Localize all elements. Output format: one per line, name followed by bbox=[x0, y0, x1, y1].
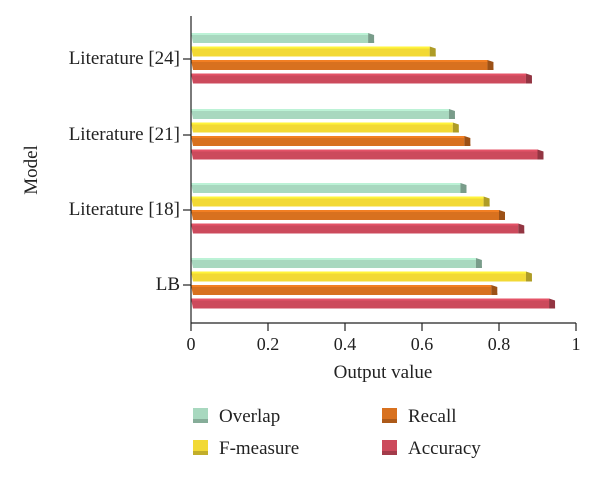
category-label: LB bbox=[156, 274, 180, 295]
legend-item: Overlap bbox=[193, 406, 280, 427]
bar-end-cap bbox=[491, 285, 498, 295]
bar-highlight bbox=[191, 223, 519, 226]
bar-highlight bbox=[191, 258, 476, 260]
bar-highlight bbox=[191, 60, 488, 62]
bar-face bbox=[191, 60, 488, 70]
legend-item: Accuracy bbox=[382, 438, 481, 459]
bar-end-cap bbox=[452, 122, 459, 133]
legend-label: Overlap bbox=[219, 406, 280, 427]
bar-face bbox=[191, 285, 492, 295]
bar-face bbox=[191, 46, 430, 57]
bar-highlight bbox=[191, 109, 449, 111]
bar-end-cap bbox=[475, 258, 482, 268]
x-ticks: 0 0.2 0.4 0.6 0.8 1 bbox=[187, 323, 581, 354]
legend-item: Recall bbox=[382, 406, 457, 427]
bar bbox=[191, 183, 467, 193]
bar-highlight bbox=[191, 183, 461, 185]
bar-highlight bbox=[191, 285, 492, 287]
legend-swatch-shade bbox=[193, 451, 208, 455]
bar bbox=[191, 136, 471, 146]
bar-end-cap bbox=[549, 298, 556, 309]
x-axis-title: Output value bbox=[334, 362, 433, 383]
legend-label: F-measure bbox=[219, 438, 299, 459]
bar-face bbox=[191, 73, 526, 84]
bar bbox=[191, 285, 498, 295]
bar-end-cap bbox=[368, 33, 375, 43]
bar-end-cap bbox=[464, 136, 471, 146]
legend-label: Accuracy bbox=[408, 438, 481, 459]
bar-highlight bbox=[191, 33, 369, 35]
bar bbox=[191, 149, 544, 160]
bar-end-cap bbox=[537, 149, 544, 160]
bar bbox=[191, 109, 455, 119]
bar-end-cap bbox=[525, 73, 532, 84]
bars-layer bbox=[191, 33, 556, 309]
bar-highlight bbox=[191, 196, 484, 199]
bar-face bbox=[191, 33, 369, 43]
bar-face bbox=[191, 223, 519, 234]
bar-face bbox=[191, 136, 465, 146]
x-tick-label: 0.8 bbox=[488, 334, 511, 354]
bar-face bbox=[191, 271, 526, 282]
category-label: Literature [24] bbox=[69, 48, 180, 69]
x-tick-label: 0.6 bbox=[411, 334, 434, 354]
bar-highlight bbox=[191, 136, 465, 138]
bar bbox=[191, 73, 532, 84]
bar-face bbox=[191, 122, 453, 133]
bar bbox=[191, 271, 532, 282]
legend-swatch-shade bbox=[382, 451, 397, 455]
y-ticks: Literature [24] Literature [21] Literature… bbox=[69, 48, 191, 295]
bar-highlight bbox=[191, 122, 453, 125]
bar-end-cap bbox=[460, 183, 467, 193]
bar-face bbox=[191, 298, 550, 309]
bar-end-cap bbox=[429, 46, 436, 57]
bar-end-cap bbox=[525, 271, 532, 282]
legend-swatch-shade bbox=[193, 419, 208, 423]
x-tick-label: 1 bbox=[572, 334, 581, 354]
bar-highlight bbox=[191, 271, 526, 274]
bar-face bbox=[191, 196, 484, 207]
bar bbox=[191, 46, 436, 57]
bar-highlight bbox=[191, 46, 430, 49]
legend-swatch-shade bbox=[382, 419, 397, 423]
bar bbox=[191, 122, 459, 133]
bar bbox=[191, 298, 556, 309]
bar-highlight bbox=[191, 149, 538, 152]
bar-end-cap bbox=[483, 196, 490, 207]
bar-highlight bbox=[191, 210, 499, 212]
category-label: Literature [18] bbox=[69, 199, 180, 220]
bar bbox=[191, 223, 525, 234]
bar-face bbox=[191, 258, 476, 268]
legend: Overlap F-measure Recall Accuracy bbox=[193, 406, 481, 459]
category-label: Literature [21] bbox=[69, 124, 180, 145]
legend-item: F-measure bbox=[193, 438, 299, 459]
bar-face bbox=[191, 109, 449, 119]
bar-face bbox=[191, 210, 499, 220]
x-tick-label: 0.4 bbox=[334, 334, 357, 354]
legend-label: Recall bbox=[408, 406, 457, 427]
bar-end-cap bbox=[499, 210, 505, 220]
bar-end-cap bbox=[448, 109, 455, 119]
bar-highlight bbox=[191, 73, 526, 76]
x-tick-label: 0.2 bbox=[257, 334, 280, 354]
bar bbox=[191, 210, 505, 220]
bar-highlight bbox=[191, 298, 550, 301]
bar-face bbox=[191, 183, 461, 193]
bar-end-cap bbox=[518, 223, 525, 234]
y-axis-title: Model bbox=[21, 145, 42, 195]
bar bbox=[191, 60, 494, 70]
bar-end-cap bbox=[487, 60, 494, 70]
bar bbox=[191, 33, 375, 43]
bar bbox=[191, 258, 482, 268]
bar bbox=[191, 196, 490, 207]
bar-face bbox=[191, 149, 538, 160]
x-tick-label: 0 bbox=[187, 334, 196, 354]
